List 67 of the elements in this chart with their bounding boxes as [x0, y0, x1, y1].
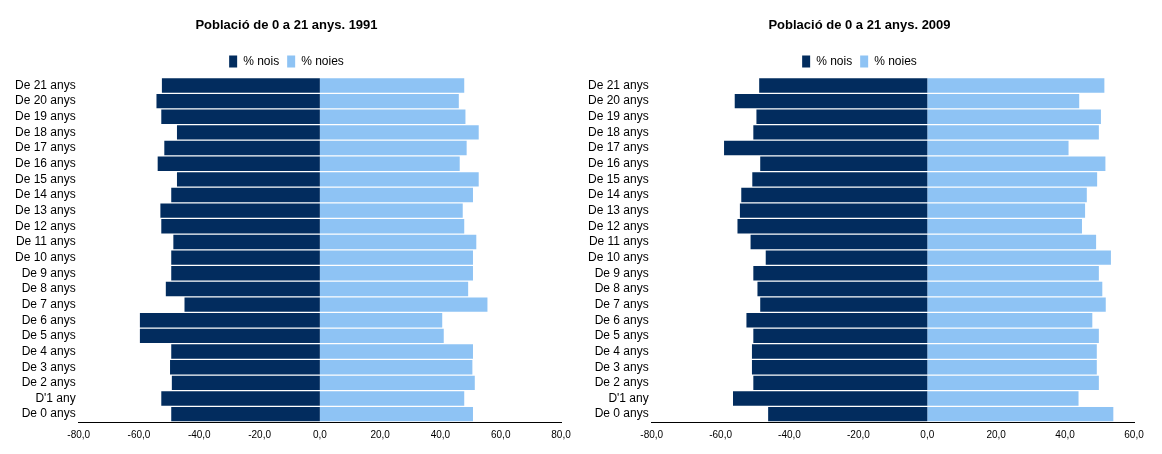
y-tick-label: De 3 anys — [594, 359, 649, 374]
y-tick-label: De 11 anys — [15, 234, 76, 249]
y-tick-label: De 7 anys — [21, 296, 76, 311]
y-tick-label: De 3 anys — [21, 359, 76, 374]
y-tick-label: De 10 anys — [15, 249, 76, 264]
y-tick-label: De 2 anys — [21, 375, 76, 390]
y-tick-label: De 13 anys — [15, 202, 76, 217]
y-tick-label: De 2 anys — [594, 375, 649, 390]
y-tick-label: De 17 anys — [15, 140, 76, 155]
y-tick-label: De 6 anys — [594, 312, 649, 327]
legend-label: % nois — [816, 53, 853, 68]
y-tick-label: De 19 anys — [15, 109, 76, 124]
y-tick-label: De 14 anys — [15, 187, 76, 202]
y-tick-label: De 20 anys — [15, 93, 76, 108]
y-tick-label: De 11 anys — [588, 234, 649, 249]
x-tick-label: -40,0 — [778, 428, 802, 440]
y-tick-label: De 18 anys — [588, 124, 649, 139]
y-tick-label: De 9 anys — [21, 265, 76, 280]
y-tick-label: De 12 anys — [588, 218, 649, 233]
y-tick-label: De 5 anys — [21, 328, 76, 343]
y-tick-label: De 19 anys — [588, 109, 649, 124]
legend-label: % noies — [874, 53, 917, 68]
y-tick-label: De 14 anys — [588, 187, 649, 202]
x-tick-label: 20,0 — [986, 428, 1007, 440]
y-tick-label: D'1 any — [35, 390, 76, 405]
x-tick-label: 40,0 — [1055, 428, 1076, 440]
y-tick-label: De 4 anys — [594, 343, 649, 358]
y-tick-label: De 10 anys — [588, 249, 649, 264]
x-tick-label: -20,0 — [847, 428, 871, 440]
legend-label: % noies — [301, 53, 344, 68]
x-tick-label: 0,0 — [312, 428, 328, 440]
y-tick-label: De 0 anys — [594, 406, 649, 421]
y-tick-label: De 16 anys — [15, 156, 76, 171]
y-tick-label: De 15 anys — [15, 171, 76, 186]
y-tick-label: De 20 anys — [588, 93, 649, 108]
x-tick-label: -20,0 — [248, 428, 272, 440]
y-tick-label: De 0 anys — [21, 406, 76, 421]
y-tick-label: De 4 anys — [21, 343, 76, 358]
x-tick-label: -60,0 — [127, 428, 151, 440]
y-tick-label: De 13 anys — [588, 202, 649, 217]
x-tick-label: 80,0 — [551, 428, 572, 440]
x-tick-label: 60,0 — [490, 428, 511, 440]
y-tick-label: De 5 anys — [594, 328, 649, 343]
chart-title: Població de 0 a 21 anys. 2009 — [768, 17, 951, 33]
y-tick-label: De 8 anys — [594, 281, 649, 296]
chart-title: Població de 0 a 21 anys. 1991 — [195, 17, 378, 33]
y-tick-label: De 6 anys — [21, 312, 76, 327]
y-tick-label: De 16 anys — [588, 156, 649, 171]
y-tick-label: De 21 anys — [588, 77, 649, 92]
x-tick-label: 40,0 — [430, 428, 451, 440]
y-tick-label: De 18 anys — [15, 124, 76, 139]
x-tick-label: 0,0 — [920, 428, 935, 440]
y-tick-label: De 12 anys — [15, 218, 76, 233]
legend-label: % nois — [243, 53, 280, 68]
y-tick-label: De 8 anys — [21, 281, 76, 296]
y-tick-label: De 7 anys — [594, 296, 649, 311]
y-tick-label: De 21 anys — [15, 77, 76, 92]
y-tick-label: De 17 anys — [588, 140, 649, 155]
y-tick-label: De 9 anys — [594, 265, 649, 280]
x-tick-label: 20,0 — [370, 428, 391, 440]
x-tick-label: -40,0 — [187, 428, 212, 440]
x-tick-label: -60,0 — [709, 428, 733, 440]
y-tick-label: De 15 anys — [588, 171, 649, 186]
x-tick-label: -80,0 — [640, 428, 664, 440]
x-tick-label: -80,0 — [67, 428, 91, 440]
x-tick-label: 60,0 — [1124, 428, 1145, 440]
y-tick-label: D'1 any — [608, 390, 649, 405]
